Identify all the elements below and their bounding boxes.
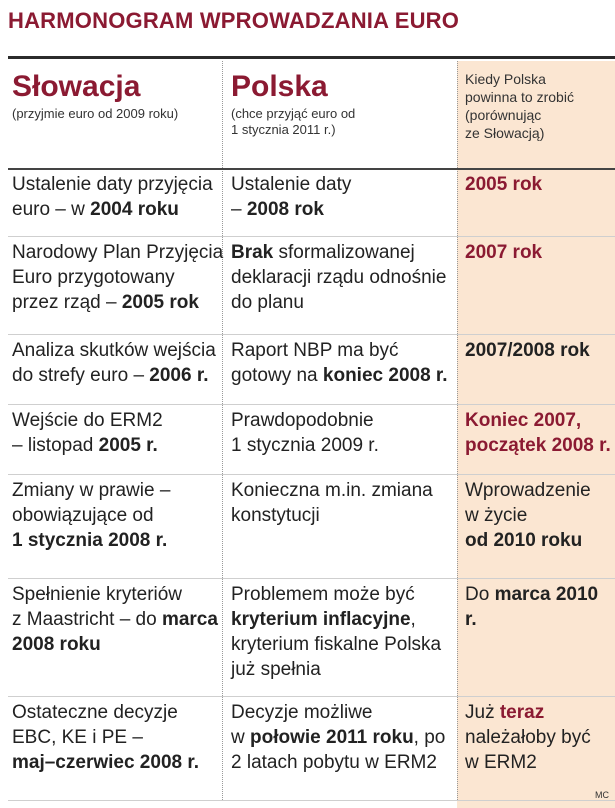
header-subtitle: (przyjmie euro od 2009 roku) bbox=[12, 106, 179, 121]
cell-line: już spełnia bbox=[231, 659, 321, 680]
credit: MC bbox=[595, 790, 609, 800]
cell-polska: Decyzje możliwe w połowie 2011 roku, po 2 … bbox=[231, 700, 445, 775]
row-separator bbox=[8, 578, 615, 579]
cell-kiedy: Wprowadzenie w życie od 2010 roku bbox=[465, 478, 591, 553]
cell-line: do planu bbox=[231, 292, 304, 313]
cell-slowacja: Analiza skutków wejścia do strefy euro – … bbox=[12, 338, 216, 388]
cell-slowacja: Wejście do ERM2 – listopad 2005 r. bbox=[12, 408, 163, 458]
cell-line: Spełnienie kryteriów bbox=[12, 584, 183, 605]
header-slowacja: Słowacja (przyjmie euro od 2009 roku) bbox=[12, 72, 178, 122]
row-separator bbox=[8, 696, 615, 697]
cell-line: Raport NBP ma być bbox=[231, 340, 399, 361]
cell-line: do strefy euro – 2006 r. bbox=[12, 365, 209, 386]
cell-line: 2005 rok bbox=[465, 174, 543, 195]
cell-line: Ostateczne decyzje bbox=[12, 702, 178, 723]
cell-line: przez rząd – 2005 rok bbox=[12, 292, 199, 313]
cell-line: kryterium fiskalne Polska bbox=[231, 634, 442, 655]
cell-slowacja: Ostateczne decyzje EBC, KE i PE – maj–czer… bbox=[12, 700, 199, 775]
cell-line: maj–czerwiec 2008 r. bbox=[12, 752, 199, 773]
column-divider bbox=[222, 61, 223, 800]
cell-line: w połowie 2011 roku, po bbox=[231, 727, 446, 748]
cell-slowacja: Narodowy Plan Przyjęcia Euro przygotowany… bbox=[12, 240, 223, 315]
cell-line: kryterium inflacyjne, bbox=[231, 609, 416, 630]
cell-line: Euro przygotowany bbox=[12, 267, 175, 288]
cell-kiedy: Koniec 2007, początek 2008 r. bbox=[465, 408, 611, 458]
cell-line: Ustalenie daty przyjęcia bbox=[12, 174, 213, 195]
row-separator bbox=[8, 474, 615, 475]
cell-line: euro – w 2004 roku bbox=[12, 199, 179, 220]
cell-line: z Maastricht – do marca bbox=[12, 609, 218, 630]
cell-line: 2 latach pobytu w ERM2 bbox=[231, 752, 437, 773]
title: HARMONOGRAM WPROWADZANIA EURO bbox=[8, 8, 460, 33]
header-polska: Polska (chce przyjąć euro od 1 stycznia … bbox=[231, 72, 355, 138]
title-rule bbox=[8, 56, 615, 59]
cell-kiedy: Do marca 2010 r. bbox=[465, 582, 615, 632]
cell-line: Prawdopodobnie bbox=[231, 410, 374, 431]
row-separator bbox=[8, 800, 615, 801]
cell-line: 2008 roku bbox=[12, 634, 101, 655]
cell-kiedy: 2007/2008 rok bbox=[465, 338, 590, 363]
cell-line: obowiązujące od bbox=[12, 505, 154, 526]
cell-line: konstytucji bbox=[231, 505, 320, 526]
cell-line: – 2008 rok bbox=[231, 199, 324, 220]
cell-line: od 2010 roku bbox=[465, 530, 583, 551]
cell-polska: Konieczna m.in. zmiana konstytucji bbox=[231, 478, 433, 528]
cell-line: Do marca 2010 r. bbox=[465, 584, 599, 630]
cell-line: Problemem może być bbox=[231, 584, 415, 605]
cell-line: 1 stycznia 2009 r. bbox=[231, 435, 379, 456]
cell-polska: Problemem może być kryterium inflacyjne, k… bbox=[231, 582, 441, 682]
cell-slowacja: Ustalenie daty przyjęcia euro – w 2004 ro… bbox=[12, 172, 213, 222]
cell-line: gotowy na koniec 2008 r. bbox=[231, 365, 448, 386]
header-text: Kiedy Polska powinna to zrobić (porównuj… bbox=[465, 71, 574, 141]
cell-line: Brak sformalizowanej bbox=[231, 242, 415, 263]
cell-line: Wprowadzenie bbox=[465, 480, 591, 501]
column-divider bbox=[457, 61, 458, 800]
cell-line: Wejście do ERM2 bbox=[12, 410, 163, 431]
cell-line: 2007 rok bbox=[465, 242, 543, 263]
cell-line: Decyzje możliwe bbox=[231, 702, 373, 723]
cell-polska: Ustalenie daty – 2008 rok bbox=[231, 172, 351, 222]
header-name: Polska bbox=[231, 70, 328, 103]
row-separator bbox=[8, 168, 615, 170]
cell-line: Analiza skutków wejścia bbox=[12, 340, 216, 361]
cell-line: deklaracji rządu odnośnie bbox=[231, 267, 447, 288]
header-subtitle: (chce przyjąć euro od 1 stycznia 2011 r.… bbox=[231, 106, 356, 137]
cell-line: 1 stycznia 2008 r. bbox=[12, 530, 168, 551]
cell-line: w ERM2 bbox=[465, 752, 537, 773]
cell-kiedy: 2005 rok bbox=[465, 172, 542, 197]
cell-polska: Brak sformalizowanej deklaracji rządu odn… bbox=[231, 240, 446, 315]
cell-line: Już teraz bbox=[465, 702, 545, 723]
row-separator bbox=[8, 334, 615, 335]
cell-kiedy: Już teraz należałoby być w ERM2 bbox=[465, 700, 591, 775]
cell-polska: Raport NBP ma być gotowy na koniec 2008 r… bbox=[231, 338, 448, 388]
header-name: Słowacja bbox=[12, 70, 141, 103]
cell-line: w życie bbox=[465, 505, 528, 526]
highlight-column-background bbox=[457, 61, 615, 808]
cell-line: Zmiany w prawie – bbox=[12, 480, 171, 501]
cell-line: Narodowy Plan Przyjęcia bbox=[12, 242, 224, 263]
cell-line: – listopad 2005 r. bbox=[12, 435, 158, 456]
cell-line: początek 2008 r. bbox=[465, 435, 611, 456]
cell-slowacja: Zmiany w prawie – obowiązujące od 1 styczn… bbox=[12, 478, 170, 553]
cell-line: należałoby być bbox=[465, 727, 591, 748]
row-separator bbox=[8, 404, 615, 405]
cell-line: Konieczna m.in. zmiana bbox=[231, 480, 433, 501]
cell-line: 2007/2008 rok bbox=[465, 340, 590, 361]
row-separator bbox=[8, 236, 615, 237]
cell-line: Ustalenie daty bbox=[231, 174, 352, 195]
cell-line: Koniec 2007, bbox=[465, 410, 582, 431]
cell-polska: Prawdopodobnie 1 stycznia 2009 r. bbox=[231, 408, 379, 458]
cell-line: EBC, KE i PE – bbox=[12, 727, 143, 748]
cell-kiedy: 2007 rok bbox=[465, 240, 542, 265]
cell-slowacja: Spełnienie kryteriów z Maastricht – do ma… bbox=[12, 582, 218, 657]
header-kiedy: Kiedy Polska powinna to zrobić (porównuj… bbox=[465, 70, 574, 142]
